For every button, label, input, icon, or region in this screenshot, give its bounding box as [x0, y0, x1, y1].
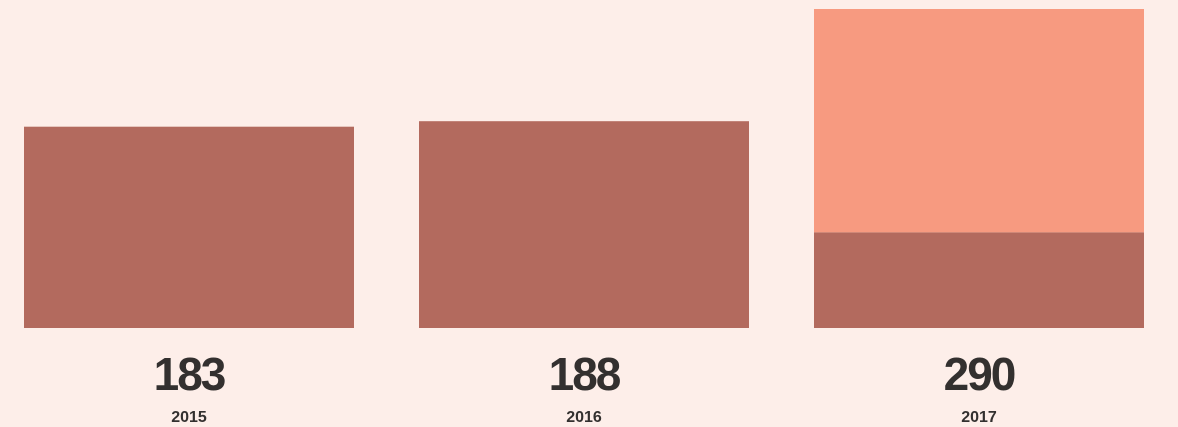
bar-segment [814, 232, 1144, 328]
total-label: 183 [154, 348, 225, 400]
total-label: 290 [944, 348, 1015, 400]
category-label: 2017 [961, 409, 997, 426]
total-label: 188 [549, 348, 621, 400]
category-label: 2015 [171, 409, 207, 426]
bar-segment [24, 126, 354, 328]
bar-segment [814, 9, 1144, 233]
bar-segment [419, 121, 749, 328]
category-label: 2016 [566, 409, 602, 426]
